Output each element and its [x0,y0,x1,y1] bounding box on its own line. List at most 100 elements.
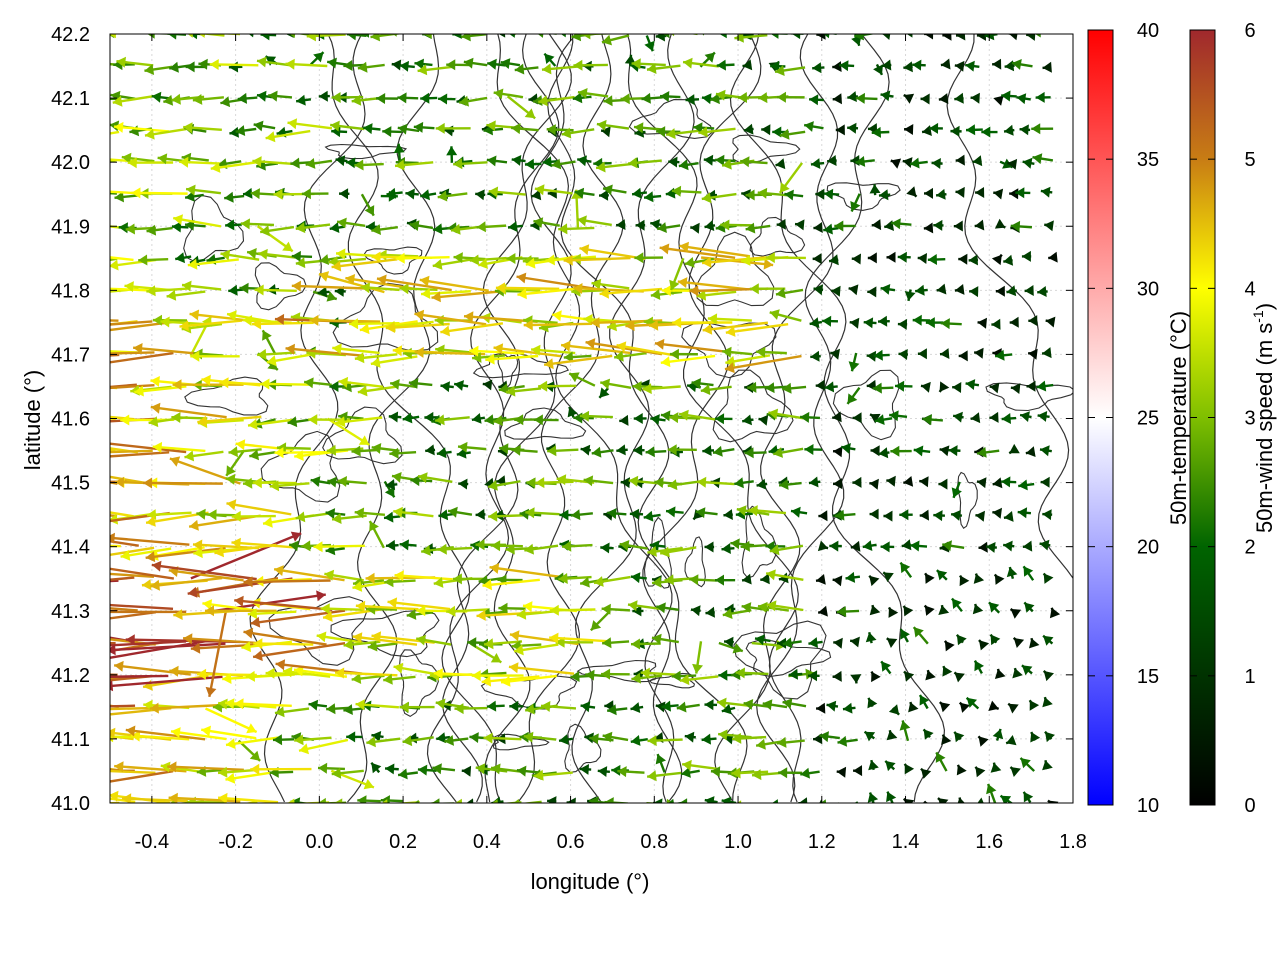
wind-arrow-head [966,124,976,136]
windspeed-label-main: 50m-wind speed (m s [1252,323,1277,533]
wind-arrow [110,34,152,39]
wind-arrow [810,158,825,169]
wind-arrow-head [580,576,590,588]
wind-arrow [560,340,631,355]
wind-arrow [669,257,685,291]
wind-arrow-head [701,93,712,105]
wind-arrow-head [209,59,219,70]
wind-arrow-head [263,516,273,528]
wind-arrow-head [294,734,304,746]
wind-arrow [701,256,767,268]
wind-arrow-head [331,767,342,779]
wind-arrow [469,345,525,357]
wind-arrow [955,186,965,198]
wind-arrow-head [925,670,936,681]
wind-arrow-head [869,508,879,520]
wind-arrow-head [296,94,306,106]
wind-arrow-head [936,283,947,295]
wind-arrow [190,531,302,580]
wind-arrow [561,540,593,552]
wind-arrow-head [355,699,365,711]
wind-arrow [845,571,861,583]
wind-arrow-shaft [110,257,118,262]
wind-arrow [385,322,450,333]
wind-arrow-head [245,670,255,682]
wind-arrow [769,34,788,39]
wind-arrow [500,58,521,69]
wind-arrow-head [974,219,985,231]
wind-arrow-head [691,605,701,617]
wind-arrow-head [441,700,451,712]
wind-arrow [1007,158,1018,170]
wind-arrow-head [902,157,913,168]
wind-arrow [138,254,169,266]
wind-arrow-head [607,704,617,716]
wind-arrow [306,34,346,42]
wind-arrow-head [186,184,196,196]
wind-arrow [493,88,524,100]
wind-arrow [331,258,398,272]
wind-arrow [929,122,943,134]
wind-arrow-head [371,762,382,774]
wind-arrow-head [831,285,841,297]
wind-arrow-head [385,479,396,491]
wind-arrow-head [169,456,181,467]
wind-arrow-head [602,731,613,743]
wind-arrow-head [903,798,915,803]
wind-arrow-head [722,346,732,358]
wind-arrow-head [906,186,917,197]
wind-arrows [110,34,1061,803]
wind-arrow [899,561,913,579]
wind-arrow [867,252,877,264]
wind-arrow [869,478,879,490]
wind-arrow [389,379,418,390]
wind-arrow-head [547,445,557,457]
wind-arrow-shaft [110,704,120,709]
wind-arrow-head [469,254,480,266]
wind-arrow-head [936,570,948,581]
wind-arrow [413,121,435,133]
wind-arrow [722,346,753,358]
wind-arrow-shaft [110,320,153,326]
wind-arrow [742,59,753,71]
wind-arrow-head [959,575,970,587]
wind-arrow-head [537,34,544,38]
wind-arrow [696,289,737,301]
wind-arrow-head [641,92,651,104]
wind-arrow-head [579,410,590,422]
wind-arrow-head [590,317,600,329]
wind-arrow [886,251,896,263]
wind-arrow-head [929,122,939,134]
wind-arrow-head [359,323,370,335]
wind-arrow [168,792,241,803]
wind-arrow-shaft [110,675,223,688]
wind-arrow-head [695,507,706,519]
wind-arrow [899,509,913,521]
wind-arrow-head [808,476,819,488]
wind-arrow [775,287,804,299]
wind-arrow-head [669,412,679,424]
wind-arrow-shaft [110,642,226,652]
wind-arrow-head [472,352,482,363]
wind-arrow-head [1001,90,1011,102]
wind-arrow-head [624,54,636,65]
wind-arrow-head [552,310,562,322]
wind-arrow-head [833,478,843,490]
wind-arrow [547,445,579,457]
wind-arrow-head [965,60,975,72]
wind-arrow [886,637,898,648]
wind-arrow-head [549,632,559,644]
wind-arrow [589,796,611,803]
wind-arrow-head [847,91,857,102]
wind-arrow [927,254,946,265]
wind-arrow [110,351,174,364]
wind-arrow-head [143,477,153,489]
wind-arrow-head [938,93,949,104]
wind-arrow [707,313,752,325]
wind-arrow [678,798,699,803]
wind-arrow-head [951,487,962,498]
wind-arrow [289,34,314,39]
wind-arrow [992,477,1003,489]
wind-arrow-head [700,384,711,396]
wind-arrow [704,699,718,711]
